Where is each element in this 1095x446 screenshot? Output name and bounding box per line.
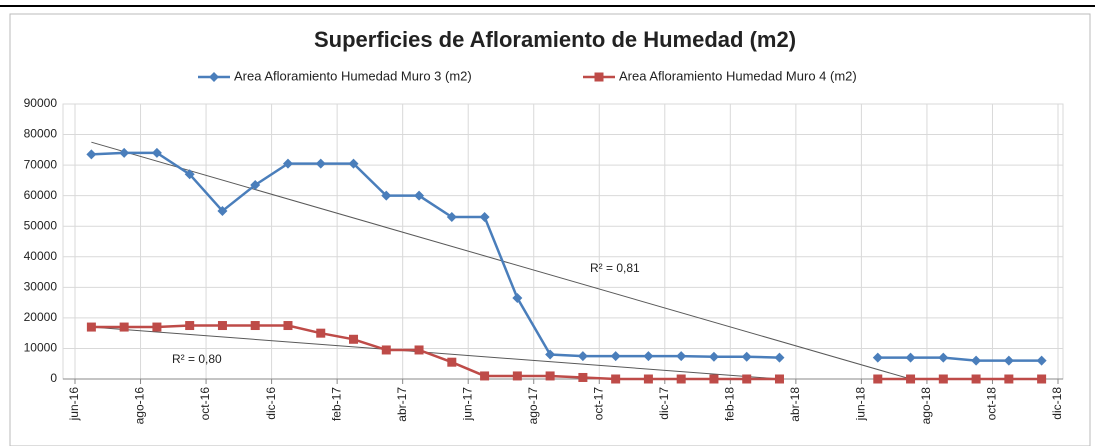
x-tick-label: feb-17 bbox=[329, 387, 343, 421]
y-tick-label: 10000 bbox=[24, 341, 58, 355]
x-tick-label: ago-17 bbox=[526, 387, 540, 425]
data-point bbox=[610, 351, 621, 362]
data-point bbox=[217, 321, 227, 331]
data-point bbox=[742, 374, 752, 384]
data-point bbox=[414, 345, 424, 355]
data-point bbox=[282, 158, 293, 169]
x-tick-label: oct-18 bbox=[985, 387, 999, 421]
data-point bbox=[315, 158, 326, 169]
data-point bbox=[152, 322, 162, 332]
x-tick-label: oct-17 bbox=[591, 387, 605, 421]
data-point bbox=[446, 212, 457, 223]
data-point bbox=[250, 321, 260, 331]
data-point bbox=[545, 349, 556, 360]
legend-label: Area Afloramiento Humedad Muro 3 (m2) bbox=[234, 68, 472, 83]
data-point bbox=[512, 371, 522, 381]
data-point bbox=[348, 158, 359, 169]
legend-marker bbox=[209, 72, 219, 82]
data-point bbox=[643, 374, 653, 384]
data-point bbox=[217, 205, 228, 216]
chart-title: Superficies de Afloramiento de Humedad (… bbox=[314, 27, 796, 52]
chart-frame bbox=[9, 13, 1091, 446]
data-point bbox=[1004, 374, 1014, 384]
legend-label: Area Afloramiento Humedad Muro 4 (m2) bbox=[619, 68, 857, 83]
data-point bbox=[447, 357, 457, 367]
data-point bbox=[316, 328, 326, 338]
x-tick-label: feb-18 bbox=[723, 387, 737, 421]
data-point bbox=[905, 352, 916, 363]
x-tick-label: jun-18 bbox=[854, 387, 868, 422]
y-tick-label: 70000 bbox=[24, 157, 58, 171]
data-point bbox=[709, 374, 719, 384]
data-point bbox=[381, 190, 392, 201]
x-tick-label: oct-16 bbox=[198, 387, 212, 421]
data-point bbox=[283, 321, 293, 331]
data-point bbox=[86, 322, 96, 332]
data-point bbox=[971, 355, 982, 366]
y-tick-label: 90000 bbox=[24, 96, 58, 110]
data-point bbox=[577, 351, 588, 362]
data-point bbox=[1036, 355, 1047, 366]
trendline-label: R² = 0,81 bbox=[590, 261, 640, 275]
data-point bbox=[545, 371, 555, 381]
y-tick-label: 0 bbox=[50, 371, 57, 385]
data-point bbox=[676, 374, 686, 384]
data-point bbox=[414, 190, 425, 201]
data-point bbox=[86, 149, 97, 160]
y-tick-label: 30000 bbox=[24, 280, 58, 294]
data-point bbox=[250, 179, 261, 190]
data-point bbox=[1037, 374, 1047, 384]
data-point bbox=[479, 212, 490, 223]
data-point bbox=[184, 169, 195, 180]
y-tick-label: 20000 bbox=[24, 310, 58, 324]
x-tick-label: jun-17 bbox=[460, 387, 474, 422]
x-tick-label: dic-16 bbox=[264, 387, 278, 420]
data-point bbox=[938, 352, 949, 363]
legend-marker bbox=[594, 72, 604, 82]
data-point bbox=[873, 374, 883, 384]
x-tick-label: ago-18 bbox=[919, 387, 933, 425]
data-point bbox=[512, 293, 523, 304]
data-point bbox=[676, 351, 687, 362]
data-point bbox=[349, 334, 359, 344]
data-point bbox=[1003, 355, 1014, 366]
data-point bbox=[480, 371, 490, 381]
data-point bbox=[938, 374, 948, 384]
data-point bbox=[185, 321, 195, 331]
data-point bbox=[774, 352, 785, 363]
data-point bbox=[119, 322, 129, 332]
trendline bbox=[91, 326, 780, 380]
x-tick-label: abr-17 bbox=[395, 387, 409, 422]
data-point bbox=[741, 351, 752, 362]
x-tick-label: dic-17 bbox=[657, 387, 671, 420]
data-point bbox=[578, 372, 588, 382]
series-line bbox=[91, 151, 1042, 362]
x-tick-label: dic-18 bbox=[1050, 387, 1064, 420]
y-tick-label: 40000 bbox=[24, 249, 58, 263]
data-point bbox=[151, 147, 162, 158]
data-point bbox=[971, 374, 981, 384]
data-point bbox=[611, 374, 621, 384]
data-point bbox=[872, 352, 883, 363]
trendline-label: R² = 0,80 bbox=[172, 352, 222, 366]
x-tick-label: ago-16 bbox=[133, 387, 147, 425]
data-point bbox=[774, 374, 784, 384]
x-tick-label: abr-18 bbox=[788, 387, 802, 422]
data-point bbox=[119, 147, 130, 158]
data-point bbox=[381, 345, 391, 355]
y-tick-label: 60000 bbox=[24, 188, 58, 202]
x-tick-label: jun-16 bbox=[67, 387, 81, 422]
series-line bbox=[91, 324, 1042, 381]
data-point bbox=[906, 374, 916, 384]
y-tick-label: 50000 bbox=[24, 218, 58, 232]
data-point bbox=[708, 351, 719, 362]
y-tick-label: 80000 bbox=[24, 127, 58, 141]
data-point bbox=[643, 351, 654, 362]
